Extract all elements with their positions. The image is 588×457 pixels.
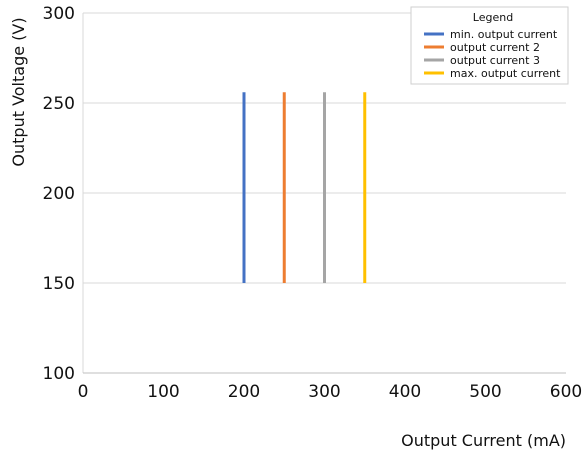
series-lines — [242, 92, 367, 283]
x-axis-title: Output Current (mA) — [401, 431, 566, 450]
x-tick-label: 400 — [389, 382, 421, 402]
y-tick-label: 150 — [43, 274, 75, 294]
x-tick-label: 500 — [469, 382, 501, 402]
x-tick-label: 100 — [147, 382, 179, 402]
y-tick-label: 200 — [43, 184, 75, 204]
x-tick-label: 200 — [228, 382, 260, 402]
legend-entry-label: min. output current — [450, 28, 558, 41]
legend-title: Legend — [473, 11, 513, 24]
y-axis-title: Output Voltage (V) — [9, 17, 28, 166]
legend-entry-label: output current 3 — [450, 54, 540, 67]
y-tick-label: 100 — [43, 364, 75, 384]
legend-box — [410, 6, 569, 85]
x-tick-label: 0 — [78, 382, 89, 402]
y-tick-labels: 100 150 200 250 300 — [43, 4, 75, 384]
x-tick-label: 600 — [550, 382, 582, 402]
y-tick-label: 250 — [43, 94, 75, 114]
legend-entry-label: output current 2 — [450, 41, 540, 54]
axes — [82, 13, 566, 374]
x-tick-label: 300 — [308, 382, 340, 402]
y-tick-label: 300 — [43, 4, 75, 24]
x-tick-labels: 0 100 200 300 400 500 600 — [78, 382, 583, 402]
legend-entry-label: max. output current — [450, 67, 561, 80]
